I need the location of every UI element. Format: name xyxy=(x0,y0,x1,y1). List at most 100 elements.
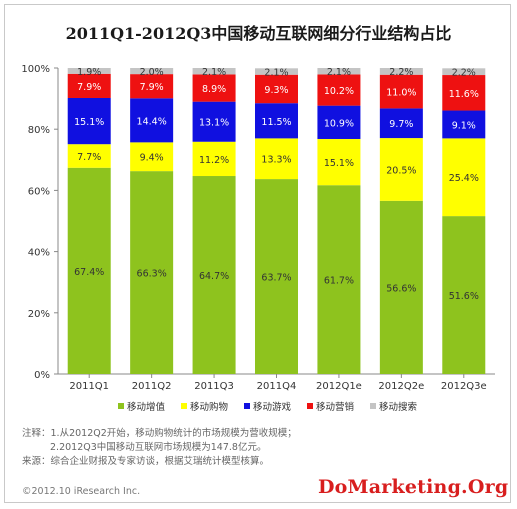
data-label: 10.2% xyxy=(324,86,354,97)
bar-segment-1 xyxy=(379,200,423,374)
bar-segment-4 xyxy=(442,75,486,111)
data-label: 11.0% xyxy=(386,88,416,99)
legend-swatch-1 xyxy=(118,403,124,409)
x-tick-label: 2012Q1e xyxy=(316,381,362,392)
data-label: 2.1% xyxy=(327,67,351,78)
data-label: 9.1% xyxy=(452,120,476,131)
data-label: 56.6% xyxy=(386,283,416,294)
bar-segment-5 xyxy=(379,68,423,75)
legend-label: 移动搜索 xyxy=(379,401,417,413)
legend-label: 移动购物 xyxy=(190,401,229,413)
bar-segment-5 xyxy=(442,68,486,76)
bar-segment-4 xyxy=(130,74,174,99)
bar-segment-5 xyxy=(255,68,298,75)
data-label: 1.9% xyxy=(77,67,101,78)
note-line-2: 2.2012Q3中国移动互联网市场规模为147.8亿元。 xyxy=(50,442,267,453)
x-tick-label: 2011Q4 xyxy=(257,381,297,392)
legend-label: 移动游戏 xyxy=(253,401,292,413)
data-label: 61.7% xyxy=(324,276,354,287)
y-tick-label: 0% xyxy=(34,370,50,381)
bar-segment-1 xyxy=(192,176,236,374)
x-tick-label: 2011Q3 xyxy=(194,381,234,392)
y-tick-label: 20% xyxy=(28,309,50,320)
bar-segment-2 xyxy=(130,142,174,172)
data-label: 63.7% xyxy=(261,273,291,284)
data-label: 11.6% xyxy=(449,89,479,100)
data-label: 8.9% xyxy=(202,84,226,95)
bar-segment-5 xyxy=(67,68,111,74)
data-label: 7.9% xyxy=(77,82,101,93)
x-tick-label: 2012Q2e xyxy=(378,381,424,392)
bar-segment-3 xyxy=(130,98,174,143)
legend-label: 移动增值 xyxy=(127,401,166,413)
data-label: 67.4% xyxy=(74,267,104,278)
bar-segment-1 xyxy=(317,185,361,374)
bar-segment-4 xyxy=(255,74,298,104)
data-label: 66.3% xyxy=(137,269,167,280)
bar-segment-3 xyxy=(67,97,111,145)
bar-segment-3 xyxy=(442,110,486,139)
data-label: 2.1% xyxy=(202,67,226,78)
chart-title: 2011Q1-2012Q3中国移动互联网细分行业结构占比 xyxy=(65,24,452,43)
data-label: 11.2% xyxy=(199,155,229,166)
data-label: 64.7% xyxy=(199,271,229,282)
bar-segment-2 xyxy=(67,144,111,168)
data-label: 10.9% xyxy=(324,118,354,129)
copyright-text: ©2012.10 iResearch Inc. xyxy=(22,486,141,497)
x-tick-label: 2011Q2 xyxy=(132,381,172,392)
legend-label: 移动营销 xyxy=(316,401,355,413)
bar-segment-1 xyxy=(255,179,298,374)
bar-segment-3 xyxy=(192,101,236,142)
legend-swatch-5 xyxy=(370,403,376,409)
y-tick-label: 80% xyxy=(28,125,50,136)
bar-segment-3 xyxy=(379,108,423,139)
watermark-logo: DoMarketing.Org xyxy=(318,476,509,498)
data-label: 2.0% xyxy=(140,67,164,78)
legend-swatch-3 xyxy=(244,403,250,409)
source-note: 来源：综合企业财报及专家访谈，根据艾瑞统计模型核算。 xyxy=(22,456,270,467)
data-label: 9.3% xyxy=(264,85,288,96)
bar-segment-5 xyxy=(192,68,236,75)
data-label: 9.7% xyxy=(389,119,413,130)
data-label: 2.2% xyxy=(389,67,413,78)
bar-segment-2 xyxy=(192,141,236,177)
data-label: 15.1% xyxy=(324,158,354,169)
data-label: 14.4% xyxy=(137,116,167,127)
bar-segment-2 xyxy=(317,138,361,186)
y-tick-label: 100% xyxy=(21,64,50,75)
data-label: 7.9% xyxy=(140,82,164,93)
note-line-1: 注释：1.从2012Q2开始，移动购物统计的市场规模为营收规模； xyxy=(22,428,297,439)
bar-segment-1 xyxy=(67,167,111,374)
data-label: 9.4% xyxy=(140,153,164,164)
bar-segment-4 xyxy=(317,74,361,106)
data-label: 13.1% xyxy=(199,118,229,129)
bar-segment-4 xyxy=(192,74,236,102)
data-label: 2.1% xyxy=(264,67,288,78)
y-tick-label: 60% xyxy=(28,186,50,197)
bar-segment-5 xyxy=(130,68,174,75)
bar-segment-1 xyxy=(442,216,486,374)
x-tick-label: 2012Q3e xyxy=(441,381,487,392)
bar-segment-5 xyxy=(317,68,361,75)
data-label: 11.5% xyxy=(261,117,291,128)
bar-segment-3 xyxy=(317,105,361,139)
data-label: 2.2% xyxy=(452,67,476,78)
data-label: 51.6% xyxy=(449,291,479,302)
bar-segment-1 xyxy=(130,171,174,374)
data-label: 13.3% xyxy=(261,155,291,166)
x-tick-label: 2011Q1 xyxy=(69,381,109,392)
data-label: 20.5% xyxy=(386,165,416,176)
bar-segment-2 xyxy=(442,138,486,217)
data-label: 7.7% xyxy=(77,152,101,163)
data-label: 15.1% xyxy=(74,117,104,128)
bar-segment-4 xyxy=(67,73,111,98)
bar-segment-2 xyxy=(379,138,423,201)
bar-segment-4 xyxy=(379,74,423,109)
data-label: 25.4% xyxy=(449,173,479,184)
bar-segment-2 xyxy=(255,138,298,180)
y-tick-label: 40% xyxy=(28,248,50,259)
bar-segment-3 xyxy=(255,103,298,139)
legend-swatch-2 xyxy=(181,403,187,409)
legend-swatch-4 xyxy=(307,403,313,409)
